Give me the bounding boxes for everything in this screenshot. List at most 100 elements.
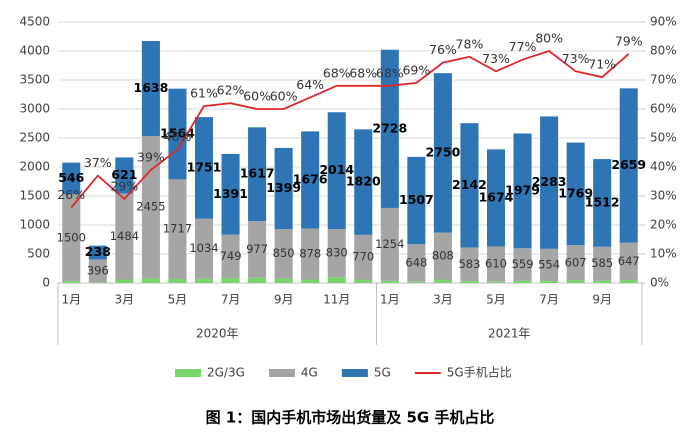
bar-label-5g: 1674 (479, 189, 514, 204)
y2-tick-label: 40% (650, 160, 677, 174)
bar-label-5g: 1676 (293, 171, 328, 186)
bar-label-4g: 2455 (136, 200, 165, 214)
bar-label-4g: 1500 (57, 230, 86, 244)
bar-label-5g: 546 (58, 170, 84, 185)
bar-label-5g: 1391 (213, 186, 248, 201)
legend-label: 2G/3G (207, 366, 245, 380)
legend-label: 5G手机占比 (447, 365, 512, 380)
y-tick-label: 2000 (19, 160, 50, 174)
bar-label-5g: 1564 (160, 125, 195, 140)
bar-label-4g: 1034 (189, 241, 218, 255)
legend-label: 4G (301, 366, 318, 380)
bar-segment (194, 218, 214, 279)
y2-tick-label: 0% (650, 276, 669, 290)
bar-segment (566, 142, 585, 246)
bar-label-4g: 977 (246, 242, 268, 256)
bar-label-5g: 2014 (319, 162, 354, 177)
legend-label: 5G (374, 366, 391, 380)
bar-label-4g: 396 (87, 263, 109, 277)
bar-label-4g: 583 (458, 257, 480, 271)
share-label: 68% (323, 65, 351, 80)
bar-label-5g: 238 (85, 244, 111, 259)
x-tick-label: 3月 (115, 293, 135, 307)
y-tick-label: 500 (27, 247, 50, 261)
chart-caption: 图 1：国内手机市场出货量及 5G 手机占比 (206, 409, 495, 427)
bar-label-5g: 1979 (505, 182, 540, 197)
share-line (70, 49, 630, 209)
bar-label-5g: 1769 (558, 185, 593, 200)
bar-label-4g: 585 (591, 256, 613, 270)
bar-segment (327, 229, 346, 278)
share-label: 61% (190, 86, 218, 101)
bar-segment (221, 234, 240, 279)
bar-segment (593, 280, 612, 283)
bar-segment (115, 157, 134, 194)
bar-segment (327, 112, 346, 230)
y2-tick-label: 60% (650, 102, 677, 116)
group-label: 2021年 (488, 327, 531, 341)
share-label: 79% (615, 33, 643, 48)
bar-segment (460, 123, 479, 248)
x-tick-label: 5月 (168, 293, 188, 307)
y-tick-label: 1500 (19, 189, 50, 203)
legend-swatch (341, 369, 368, 377)
bar-segment (513, 280, 532, 283)
bar-label-4g: 808 (432, 249, 454, 263)
y2-tick-label: 50% (650, 131, 677, 145)
bar-label-5g: 1638 (134, 80, 169, 95)
bar-segment (248, 221, 267, 278)
bar-segment (88, 282, 107, 283)
bar-segment (460, 281, 479, 283)
bar-segment (593, 159, 612, 247)
y-tick-label: 0 (42, 276, 50, 290)
bar-segment (380, 49, 399, 208)
bar-segment (168, 179, 187, 279)
share-label: 39% (137, 149, 165, 164)
bar-segment (486, 281, 506, 283)
bar-label-5g: 1751 (187, 159, 222, 174)
bar-label-5g: 2283 (532, 174, 567, 189)
bar-segment (88, 259, 107, 283)
bar-label-4g: 610 (485, 257, 507, 271)
bar-segment (221, 278, 240, 283)
bar-label-4g: 648 (405, 256, 427, 270)
bar-segment (407, 156, 426, 245)
bar-segment (274, 229, 293, 279)
bar-segment (274, 278, 293, 283)
bar-segment (433, 73, 452, 233)
share-label: 46% (164, 129, 192, 144)
share-label: 77% (509, 39, 537, 54)
share-label: 68% (376, 65, 404, 80)
share-label: 76% (429, 42, 457, 57)
bar-segment (380, 207, 399, 281)
bar-label-5g: 1820 (346, 174, 381, 189)
y-tick-label: 1000 (19, 218, 50, 232)
bar-segment (540, 280, 559, 283)
bar-label-5g: 2659 (611, 157, 646, 172)
y2-tick-label: 70% (650, 73, 677, 87)
bar-segment (407, 244, 426, 282)
y2-tick-label: 20% (650, 218, 677, 232)
x-tick-label: 9月 (592, 293, 612, 307)
share-label: 71% (588, 57, 616, 72)
y-tick-label: 2500 (19, 131, 50, 145)
bar-segment (248, 127, 267, 222)
bar-segment (460, 247, 479, 282)
bar-segment (301, 131, 320, 229)
bar-segment (380, 280, 399, 283)
share-label: 73% (562, 51, 590, 66)
bar-label-5g: 2728 (372, 120, 407, 135)
bar-label-4g: 1254 (375, 237, 404, 251)
bar-segment (141, 278, 160, 283)
x-tick-label: 3月 (433, 293, 453, 307)
x-tick-label: 1月 (61, 293, 81, 307)
x-tick-label: 11月 (323, 293, 350, 307)
y-tick-label: 3000 (19, 102, 50, 116)
bar-segment (354, 234, 373, 280)
bar-segment (62, 162, 81, 195)
bar-segment (619, 242, 638, 281)
y2-tick-label: 80% (650, 44, 677, 58)
bar-label-5g: 2750 (426, 144, 461, 159)
bar-label-5g: 1512 (585, 194, 620, 209)
bar-segment (194, 117, 214, 219)
